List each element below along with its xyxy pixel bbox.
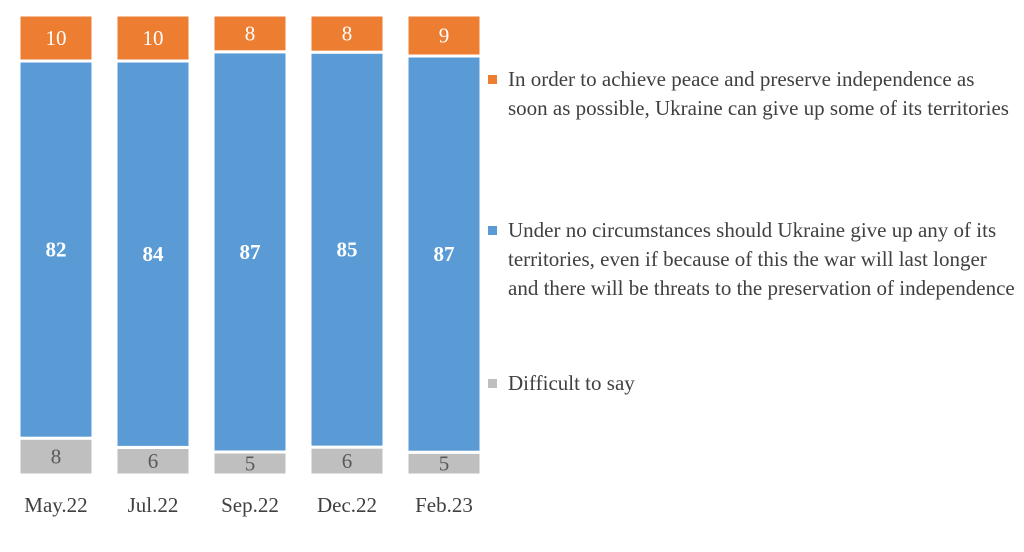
bar-segment-no-territories-2 [211,50,289,454]
legend-swatch-blue [488,226,497,235]
bar-segment-difficult-3 [308,445,386,477]
bar-segment-give-up-2 [211,13,289,54]
legend-label-difficult: Difficult to say [508,371,635,395]
data-label-give-up-0: 10 [46,26,67,50]
bar-segment-give-up-0 [17,13,95,63]
data-label-give-up-1: 10 [143,26,164,50]
bar-segment-difficult-1 [114,445,192,477]
data-label-difficult-0: 8 [51,445,62,469]
legend-item-no-territories: Under no circumstances should Ukraine gi… [488,216,1018,303]
legend-label-give-up-territories: In order to achieve peace and preserve i… [508,67,1009,120]
data-label-no-territories-2: 87 [240,240,261,264]
data-label-difficult-4: 5 [439,452,450,476]
legend-item-give-up-territories: In order to achieve peace and preserve i… [488,65,1018,123]
bar-segment-difficult-0 [17,436,95,477]
bar-segment-give-up-3 [308,13,386,54]
data-label-difficult-3: 6 [342,449,353,473]
bar-segment-no-territories-1 [114,59,192,449]
x-tick-label-1: Jul.22 [128,493,179,517]
legend-item-difficult: Difficult to say [488,369,1018,398]
legend-label-no-territories: Under no circumstances should Ukraine gi… [508,218,1015,300]
bar-segment-give-up-1 [114,13,192,63]
x-tick-label-3: Dec.22 [317,493,377,517]
x-tick-label-4: Feb.23 [415,493,473,517]
bar-segment-no-territories-0 [17,59,95,440]
x-tick-label-2: Sep.22 [221,493,279,517]
bar-segment-no-territories-4 [405,54,480,454]
data-label-difficult-2: 5 [245,452,256,476]
data-label-give-up-2: 8 [245,21,256,45]
data-label-no-territories-3: 85 [337,238,358,262]
stacked-bar-chart: 8 82 10 May.22 6 84 10 Jul.22 5 87 8 Sep.22 6 85 8 Dec.… [17,13,480,517]
data-label-give-up-4: 9 [439,23,450,47]
data-label-no-territories-4: 87 [434,242,455,266]
data-label-difficult-1: 6 [148,449,159,473]
legend-swatch-gray [488,379,497,388]
bar-segment-give-up-4 [405,13,480,58]
data-label-no-territories-1: 84 [143,242,165,266]
data-label-give-up-3: 8 [342,22,353,46]
data-label-no-territories-0: 82 [46,238,67,262]
legend-swatch-orange [488,75,497,84]
x-tick-label-0: May.22 [24,493,87,517]
